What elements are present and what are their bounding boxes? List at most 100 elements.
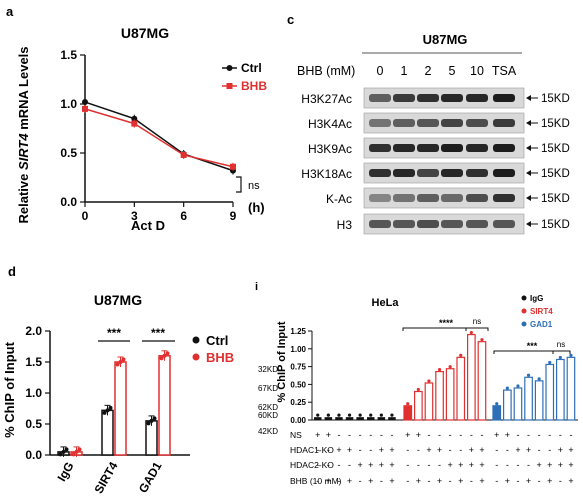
panel-d-point bbox=[102, 410, 107, 415]
panel-c-lane-label: 10 bbox=[470, 64, 484, 78]
panel-i-condition-symbol: + bbox=[315, 430, 320, 440]
panel-i-condition-symbol: + bbox=[347, 476, 352, 486]
panel-i-condition-symbol: - bbox=[316, 460, 319, 470]
panel-i-condition-symbol: - bbox=[406, 460, 409, 470]
panel-c-band bbox=[441, 94, 463, 102]
panel-d-ytick-label: 1.0 bbox=[25, 386, 42, 400]
panel-c-arrow-head bbox=[526, 195, 531, 201]
panel-c-treatment-label: BHB (mM) bbox=[297, 64, 355, 78]
panel-i-condition-symbol: + bbox=[426, 445, 431, 455]
panel-i-condition-symbol: + bbox=[416, 476, 421, 486]
panel-i-ytick-label: 0.50 bbox=[290, 380, 306, 389]
panel-i-point bbox=[448, 365, 452, 369]
panel-c-band bbox=[417, 220, 439, 228]
panel-i-sig-bracket-gad1-ns bbox=[552, 350, 570, 354]
panel-a-point-bhb bbox=[230, 163, 236, 170]
panel-i-point bbox=[390, 413, 394, 417]
panel-i-condition-symbol: - bbox=[359, 430, 362, 440]
panel-c-band bbox=[417, 94, 439, 102]
panel-c-row-label: H3K18Ac bbox=[301, 167, 352, 181]
panel-i-sig-gad1: *** bbox=[527, 341, 538, 351]
panel-i-bar-igg bbox=[356, 417, 364, 420]
panel-i-bar-igg bbox=[335, 417, 343, 420]
panel-i-condition-symbol: + bbox=[368, 476, 373, 486]
panel-d-sig-sirt4: *** bbox=[107, 326, 121, 340]
panel-d-legend-bhb-marker bbox=[192, 353, 200, 361]
panel-c-arrow-head bbox=[526, 120, 531, 126]
panel-c-band bbox=[417, 119, 439, 127]
panel-i-point bbox=[347, 413, 352, 417]
panel-c-band bbox=[393, 220, 415, 228]
panel-c-band bbox=[466, 94, 488, 102]
panel-i-condition-symbol: - bbox=[569, 430, 572, 440]
panel-c-band bbox=[493, 169, 515, 177]
panel-i-point bbox=[548, 360, 552, 365]
panel-c-band bbox=[417, 144, 439, 152]
panel-i-kd-label: 60KD bbox=[258, 411, 278, 420]
panel-i-ytick-label: 0.25 bbox=[290, 398, 306, 407]
panel-c-arrow-head bbox=[526, 170, 531, 176]
panel-i-condition-symbol: - bbox=[427, 460, 430, 470]
panel-c-band bbox=[393, 169, 415, 177]
panel-i-condition-symbol: + bbox=[469, 445, 474, 455]
panel-i-bar-sirt4 bbox=[424, 382, 434, 421]
panel-a-ytick-label: 1.0 bbox=[60, 97, 77, 111]
panel-i-condition-symbol: - bbox=[369, 430, 372, 440]
panel-i-sig-gad1-ns: ns bbox=[557, 340, 565, 349]
panel-i-bar-gad1 bbox=[524, 376, 533, 421]
panel-i-point bbox=[437, 367, 442, 372]
panel-i-condition-symbol: - bbox=[316, 476, 319, 486]
panel-i-condition-table: NS + + - - - - - - + + - - - - - - + + - - - - - -HDAC1-KO- - + + - -… bbox=[290, 430, 574, 486]
panel-i-condition-symbol: - bbox=[470, 430, 473, 440]
panel-i-condition-symbol: + bbox=[479, 460, 484, 470]
panel-i-condition-symbol: + bbox=[326, 476, 331, 486]
panel-i-condition-symbol: + bbox=[568, 460, 573, 470]
panel-i-bar-gad1 bbox=[492, 405, 502, 421]
panel-i-kd-label: 62KD bbox=[258, 403, 278, 412]
panel-a-axes: 0.0 0.5 1.0 1.5 0 3 6 9 bbox=[60, 48, 236, 223]
panel-d-point bbox=[121, 357, 126, 362]
panel-a-point-ctrl bbox=[82, 99, 88, 106]
panel-i-point bbox=[495, 402, 499, 406]
panel-c-band bbox=[466, 194, 488, 202]
panel-i-condition-symbol: - bbox=[470, 476, 473, 486]
panel-i-condition-symbol: - bbox=[348, 430, 351, 440]
panel-i-bar-sirt4 bbox=[477, 341, 487, 421]
panel-i-bar-sirt4 bbox=[456, 356, 466, 421]
panel-i-point bbox=[427, 379, 431, 383]
panel-i-ytick-label: 1.25 bbox=[290, 327, 306, 336]
panel-c-lane-labels: 0 1 2 5 10 TSA bbox=[377, 64, 517, 78]
panel-i-bar-sirt4 bbox=[403, 405, 413, 421]
panel-c-band bbox=[417, 169, 439, 177]
panel-a-ytick-label: 1.5 bbox=[60, 48, 77, 62]
panel-c-band bbox=[369, 119, 391, 127]
panel-d-point bbox=[105, 408, 110, 413]
panel-i-condition-symbol: - bbox=[548, 430, 551, 440]
panel-c-band bbox=[493, 220, 515, 228]
panel-a-series-line-ctrl bbox=[84, 101, 234, 172]
panel-a-xtick-label: 3 bbox=[131, 209, 138, 223]
panel-i-bar-gad1 bbox=[503, 389, 512, 421]
panel-i-condition-symbol: - bbox=[406, 476, 409, 486]
panel-i-condition-symbol: + bbox=[537, 460, 542, 470]
panel-i-condition-symbol: + bbox=[558, 445, 563, 455]
panel-i-condition-symbol: + bbox=[379, 445, 384, 455]
panel-i-condition-symbol: - bbox=[449, 430, 452, 440]
panel-i-condition-symbol: + bbox=[379, 460, 384, 470]
panel-i-condition-symbol: - bbox=[495, 476, 498, 486]
panel-i-condition-symbol: + bbox=[389, 445, 394, 455]
panel-i-condition-symbol: - bbox=[495, 460, 498, 470]
panel-d-point bbox=[115, 362, 120, 367]
panel-a-sig: ns bbox=[248, 180, 260, 192]
panel-d-bar-ctrl bbox=[101, 409, 114, 456]
panel-i-condition-symbol: - bbox=[359, 476, 362, 486]
panel-c-lane-label: 1 bbox=[401, 64, 408, 78]
panel-i-bar-gad1 bbox=[555, 358, 565, 421]
panel-i-sig-bracket-sirt4 bbox=[402, 327, 489, 331]
panel-d-ytick-label: 1.5 bbox=[25, 355, 42, 369]
panel-c-size-label: 15KD bbox=[541, 219, 570, 231]
panel-i-bar-sirt4 bbox=[435, 370, 444, 421]
panel-c-row-label: H3K4Ac bbox=[308, 117, 352, 131]
panel-i-condition-symbol: + bbox=[526, 476, 531, 486]
panel-i-condition-symbol: - bbox=[337, 430, 340, 440]
